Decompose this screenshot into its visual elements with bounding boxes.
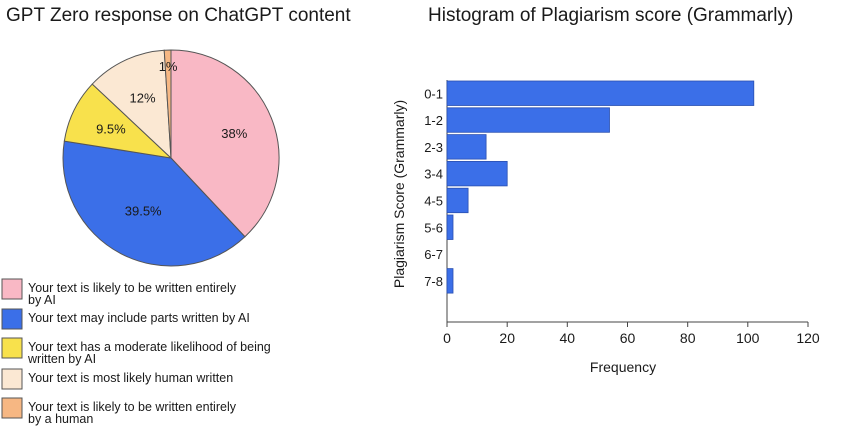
y-tick-labels: 0-1 1-2 2-3 3-4 4-5 5-6 6-7 7-8	[424, 86, 443, 289]
y-tick-label: 2-3	[424, 140, 443, 155]
x-tick-labels: 0 20 40 60 80 100 120	[443, 322, 820, 346]
y-tick-label: 5-6	[424, 220, 443, 235]
pie-slice-label: 9.5%	[96, 122, 126, 137]
x-tick-label: 0	[443, 330, 451, 346]
x-tick-label: 120	[796, 330, 820, 346]
legend-swatch	[1, 368, 23, 390]
legend-label: Your text is likely to be written entire…	[28, 281, 237, 307]
pie-slice-1	[163, 49, 172, 159]
histogram-title: Histogram of Plagiarism score (Grammarly…	[428, 5, 793, 26]
histogram-panel: Histogram of Plagiarism score (Grammarly…	[391, 5, 820, 375]
legend-item: Your text has a moderate likelihood of b…	[1, 337, 271, 366]
y-tick-label: 3-4	[424, 167, 443, 182]
y-tick-label: 4-5	[424, 193, 443, 208]
histogram-bar-4-5	[446, 187, 469, 214]
pie-slice-labels: 38% 39.5% 9.5% 12% 1%	[96, 59, 248, 218]
pie-slice-38	[170, 49, 280, 238]
pie-slice-label: 38%	[221, 126, 247, 141]
legend-swatch	[1, 278, 23, 300]
legend-item: Your text is likely to be written entire…	[1, 278, 237, 307]
legend-item: Your text is most likely human written	[1, 368, 233, 390]
histogram-bar-3-4	[446, 160, 508, 187]
histogram-bar-1-2	[446, 107, 610, 133]
x-tick-label: 20	[499, 330, 515, 346]
pie-legend: Your text is likely to be written entire…	[1, 278, 271, 426]
pie-chart-title: GPT Zero response on ChatGPT content	[6, 5, 351, 26]
legend-label: Your text has a moderate likelihood of b…	[27, 340, 271, 366]
pie-slice-label: 12%	[129, 90, 155, 105]
legend-item: Your text is likely to be written entire…	[1, 397, 237, 426]
pie-chart-panel: GPT Zero response on ChatGPT content 38%…	[1, 5, 351, 426]
pie-slice-label: 39.5%	[125, 204, 162, 219]
legend-swatch	[1, 337, 23, 359]
pie-slice-label: 1%	[159, 59, 178, 74]
legend-label: Your text is most likely human written	[28, 371, 233, 385]
x-tick-label: 60	[620, 330, 636, 346]
pie-slice-12	[91, 49, 172, 160]
y-tick-label: 0-1	[424, 86, 443, 101]
x-tick-label: 40	[560, 330, 576, 346]
x-tick-label: 100	[736, 330, 760, 346]
legend-item: Your text may include parts written by A…	[1, 308, 250, 330]
y-tick-label: 6-7	[424, 247, 443, 262]
x-axis-label: Frequency	[590, 359, 656, 375]
y-tick-label: 7-8	[424, 274, 443, 289]
pie-slice-39-5	[62, 140, 246, 267]
histogram-bar-7-8	[446, 268, 454, 294]
histogram-bar-5-6	[446, 214, 454, 240]
y-axis-label: Plagiarism Score (Grammarly)	[391, 100, 407, 288]
pie-slices	[62, 49, 280, 267]
histogram-bar-0-1	[446, 80, 755, 106]
histogram-bars	[446, 80, 755, 294]
histogram-bar-2-3	[446, 134, 487, 160]
legend-label: Your text is likely to be written entire…	[28, 400, 237, 426]
y-tick-label: 1-2	[424, 113, 443, 128]
legend-swatch	[1, 397, 23, 419]
x-tick-label: 80	[680, 330, 696, 346]
legend-swatch	[1, 308, 23, 330]
legend-label: Your text may include parts written by A…	[28, 311, 250, 325]
